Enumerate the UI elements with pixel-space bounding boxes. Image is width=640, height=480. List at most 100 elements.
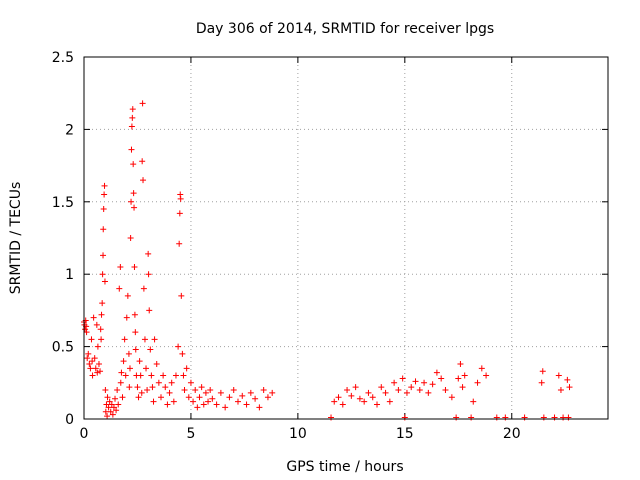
data-point xyxy=(339,401,346,408)
data-point xyxy=(112,395,119,402)
data-point xyxy=(88,336,95,343)
data-point xyxy=(252,395,259,402)
data-point xyxy=(448,394,455,401)
data-point xyxy=(87,365,94,372)
data-point xyxy=(91,355,98,362)
data-point xyxy=(130,190,137,197)
x-tick-label: 15 xyxy=(396,426,414,442)
data-point xyxy=(155,379,162,386)
data-point xyxy=(194,404,201,411)
data-point xyxy=(348,392,355,399)
data-point xyxy=(429,381,436,388)
data-point xyxy=(391,379,398,386)
data-point xyxy=(89,372,96,379)
data-point xyxy=(328,414,335,421)
y-tick-label: 2 xyxy=(65,122,74,138)
data-point xyxy=(101,182,108,189)
data-point xyxy=(128,198,135,205)
data-point xyxy=(89,358,96,365)
data-point xyxy=(493,414,500,421)
plot-area-frame xyxy=(83,56,609,420)
data-point xyxy=(200,401,207,408)
data-point xyxy=(104,394,111,401)
data-point xyxy=(138,389,145,396)
data-point xyxy=(134,384,141,391)
data-point xyxy=(153,360,160,367)
data-point xyxy=(118,369,125,376)
data-point xyxy=(131,311,138,318)
data-point xyxy=(202,389,209,396)
data-point xyxy=(256,404,263,411)
data-point xyxy=(470,398,477,405)
data-point xyxy=(378,384,385,391)
data-point xyxy=(131,263,138,270)
data-point xyxy=(101,278,108,285)
data-point xyxy=(185,394,192,401)
data-point xyxy=(207,387,214,394)
data-point xyxy=(408,384,415,391)
data-point xyxy=(217,389,224,396)
data-point xyxy=(131,204,138,211)
data-point xyxy=(461,372,468,379)
data-point xyxy=(438,375,445,382)
x-tick-label: 10 xyxy=(289,426,307,442)
data-point xyxy=(82,326,89,333)
data-point xyxy=(92,365,99,372)
data-point xyxy=(97,368,104,375)
data-point xyxy=(557,387,564,394)
data-point xyxy=(127,235,134,241)
data-point xyxy=(114,387,121,394)
data-point xyxy=(457,360,464,367)
data-point xyxy=(247,389,254,396)
data-point xyxy=(137,372,144,379)
data-point xyxy=(183,365,190,372)
y-axis-label: SRMTID / TECUs xyxy=(8,182,24,295)
data-point xyxy=(399,375,406,382)
data-point xyxy=(140,285,147,292)
data-point xyxy=(117,263,124,270)
data-point xyxy=(129,106,136,113)
data-point xyxy=(365,389,372,396)
data-point xyxy=(551,414,558,421)
data-point xyxy=(361,398,368,405)
data-point xyxy=(146,307,153,314)
x-tick-label: 0 xyxy=(80,426,89,442)
data-point xyxy=(412,378,419,385)
data-point xyxy=(132,346,139,353)
data-point xyxy=(144,387,151,394)
data-point xyxy=(147,346,154,353)
data-point xyxy=(115,401,122,408)
data-point xyxy=(331,398,338,405)
data-point xyxy=(374,401,381,408)
data-point xyxy=(539,368,546,375)
data-point xyxy=(382,389,389,396)
data-points xyxy=(81,100,573,421)
data-point xyxy=(85,350,92,357)
y-tick-label: 1.5 xyxy=(52,195,74,211)
data-point xyxy=(136,358,143,365)
data-point xyxy=(205,398,212,405)
data-point xyxy=(119,394,126,401)
data-point xyxy=(116,285,123,292)
data-point xyxy=(95,360,102,367)
data-point xyxy=(226,394,233,401)
data-point xyxy=(113,407,120,414)
data-point xyxy=(160,372,167,379)
data-point xyxy=(99,300,106,307)
y-tick-label: 1 xyxy=(65,267,74,283)
data-point xyxy=(234,398,241,405)
data-point xyxy=(145,250,152,257)
data-point xyxy=(117,379,124,386)
data-point xyxy=(403,389,410,396)
data-point xyxy=(455,375,462,382)
data-point xyxy=(442,387,449,394)
data-point xyxy=(566,384,573,391)
data-point xyxy=(239,392,246,399)
data-point xyxy=(164,401,171,408)
data-point xyxy=(86,360,93,367)
data-point xyxy=(94,369,101,376)
x-tick-label: 5 xyxy=(186,426,195,442)
data-point xyxy=(521,414,528,421)
data-point xyxy=(139,100,146,107)
